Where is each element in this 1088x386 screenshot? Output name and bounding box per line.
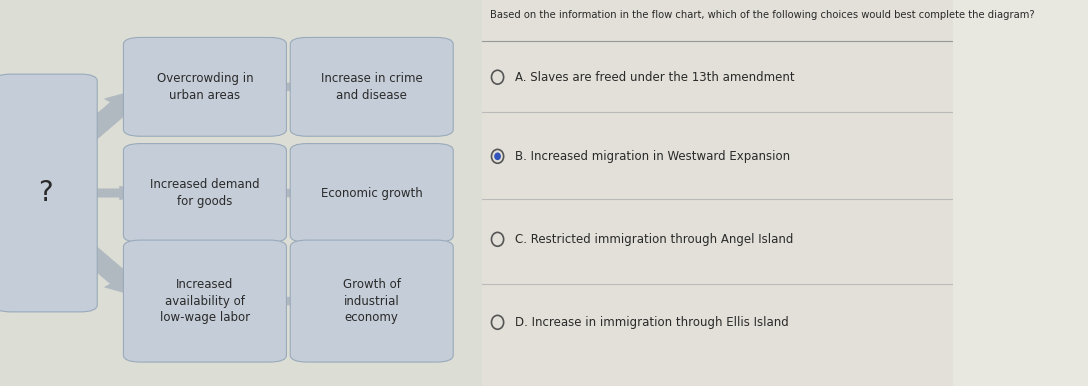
FancyBboxPatch shape [123,37,286,136]
FancyBboxPatch shape [0,74,97,312]
Polygon shape [271,295,307,308]
Text: Based on the information in the flow chart, which of the following choices would: Based on the information in the flow cha… [490,10,1035,20]
Polygon shape [271,186,307,200]
Text: D. Increase in immigration through Ellis Island: D. Increase in immigration through Ellis… [515,316,789,329]
Ellipse shape [494,152,500,160]
Text: ?: ? [38,179,53,207]
FancyBboxPatch shape [123,144,286,242]
Text: A. Slaves are freed under the 13th amendment: A. Slaves are freed under the 13th amend… [515,71,794,84]
Text: B. Increased migration in Westward Expansion: B. Increased migration in Westward Expan… [515,150,790,163]
Text: Increased demand
for goods: Increased demand for goods [150,178,260,208]
Bar [0,0,482,386]
Polygon shape [71,89,141,146]
Polygon shape [81,186,141,200]
FancyBboxPatch shape [290,37,454,136]
Polygon shape [271,80,307,93]
Text: C. Restricted immigration through Angel Island: C. Restricted immigration through Angel … [515,233,793,246]
Text: Overcrowding in
urban areas: Overcrowding in urban areas [157,72,254,102]
FancyBboxPatch shape [290,240,454,362]
Bar [482,0,953,386]
Text: Economic growth: Economic growth [321,186,422,200]
FancyBboxPatch shape [123,240,286,362]
Polygon shape [71,240,141,297]
FancyBboxPatch shape [290,144,454,242]
Text: Growth of
industrial
economy: Growth of industrial economy [343,278,400,324]
Text: Increase in crime
and disease: Increase in crime and disease [321,72,422,102]
Text: Increased
availability of
low-wage labor: Increased availability of low-wage labor [160,278,250,324]
